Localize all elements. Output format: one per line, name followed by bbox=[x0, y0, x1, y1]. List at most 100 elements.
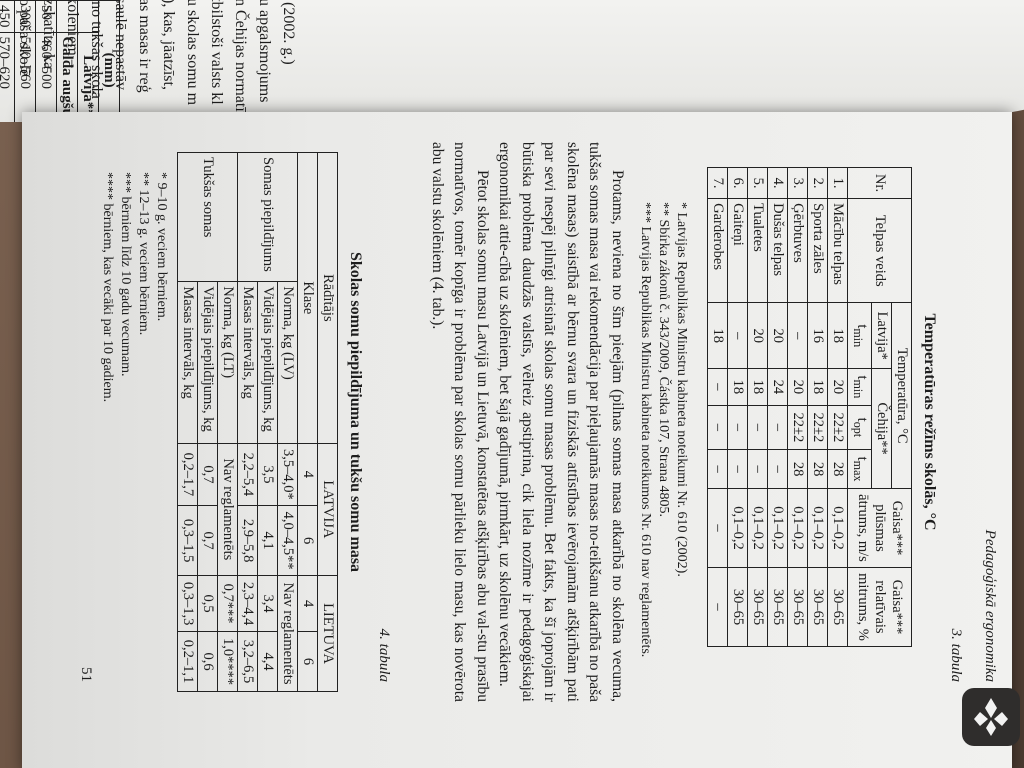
text-line: ctbilstoši valsts kl bbox=[208, 0, 225, 105]
header-cell: Temperatūra, °C bbox=[891, 302, 912, 489]
header-cell: tmax bbox=[847, 449, 872, 489]
paragraph: Protams, neviena no šīm pieejām (pilnas … bbox=[496, 142, 627, 702]
header-cell: Nr. bbox=[847, 167, 912, 199]
cell: 0,7 bbox=[197, 505, 218, 576]
symbol-index: min bbox=[851, 379, 866, 399]
cell: 18 bbox=[707, 302, 728, 369]
cell: 22±2 bbox=[787, 405, 808, 450]
cell: Vidējais piepildījums, kg bbox=[257, 281, 278, 444]
table-label: 3. tabula bbox=[948, 628, 964, 682]
cell: – bbox=[707, 488, 728, 568]
cell: – bbox=[727, 302, 748, 369]
cell: 1. bbox=[827, 167, 848, 199]
cell: 18 bbox=[747, 368, 768, 406]
cell: Norma, kg (LV) bbox=[277, 281, 298, 444]
temperature-table: Nr. Telpas veids Temperatūra, °C Gaisa**… bbox=[707, 167, 912, 647]
group-cell: Tukšas somas bbox=[177, 152, 238, 282]
text-line: un Čehijas normatīvi bbox=[232, 0, 249, 120]
cell: Tualetes bbox=[747, 198, 768, 303]
cell: 20 bbox=[747, 302, 768, 369]
cell: 16 bbox=[807, 302, 828, 369]
cell: 30–65 bbox=[827, 567, 848, 647]
cell: 28 bbox=[827, 449, 848, 489]
cell: 4,0–4,5** bbox=[277, 505, 298, 576]
cell: 0,7*** bbox=[217, 575, 238, 632]
symbol-index: max bbox=[851, 460, 866, 482]
cell: 2,9–5,8 bbox=[237, 505, 258, 576]
running-title: Pedagoģiskā ergonomika bbox=[982, 529, 998, 682]
cell: 22±2 bbox=[807, 405, 828, 450]
text-line: nu skolas somu m bbox=[184, 0, 201, 106]
header-cell: Telpas veids bbox=[847, 198, 912, 303]
footnote: * 9–10 g. veciem bērniem. bbox=[154, 172, 169, 322]
cell: 4. bbox=[767, 167, 788, 199]
cell: 0,1–0,2 bbox=[767, 488, 788, 568]
cell: – bbox=[707, 405, 728, 450]
cell: 28 bbox=[787, 449, 808, 489]
cell: 30–65 bbox=[787, 567, 808, 647]
cell: 0,1–0,2 bbox=[787, 488, 808, 568]
cell: 6. bbox=[727, 167, 748, 199]
header-cell: LATVIJA bbox=[317, 443, 338, 576]
cell: 30–65 bbox=[807, 567, 828, 647]
cell: 3,5–4,0* bbox=[277, 443, 298, 506]
table-label: 4. tabula bbox=[376, 628, 392, 682]
row: 6. Gaiteņi –18– –0,1–0,2 30–65 bbox=[727, 167, 748, 647]
cell: – bbox=[767, 405, 788, 450]
cell: 5. bbox=[747, 167, 768, 199]
cell: 0,5 bbox=[197, 575, 218, 632]
footnote: ** Sbírka zákonů č. 343/2009, Částka 107… bbox=[656, 202, 671, 517]
cell: 3,2–6,5 bbox=[237, 631, 258, 692]
cell: – bbox=[747, 449, 768, 489]
cell: 0,6 bbox=[197, 631, 218, 692]
cell: Norma, kg (LT) bbox=[217, 281, 238, 444]
header-cell: tmin bbox=[847, 368, 872, 406]
cell: 20 bbox=[787, 368, 808, 406]
header-cell: 6 bbox=[297, 631, 318, 692]
cell: 22±2 bbox=[827, 405, 848, 450]
row: 3. Ģērbtuves –20 22±2 28 0,1–0,2 30–65 bbox=[787, 167, 808, 647]
cell: 3. bbox=[787, 167, 808, 199]
cell: Nav reglamentēts bbox=[217, 443, 238, 576]
footnote: * Latvijas Republikas Ministru kabineta … bbox=[674, 202, 689, 577]
header-cell: Latvija* bbox=[871, 302, 892, 369]
header-cell: 6 bbox=[297, 505, 318, 576]
cell: 18 bbox=[827, 302, 848, 369]
cell: Gaiteņi bbox=[727, 198, 748, 303]
header-cell: Klase bbox=[297, 152, 318, 444]
text-line: pu apgalsmojums bbox=[256, 0, 273, 103]
header-cell: Čehija** bbox=[871, 368, 892, 489]
row: 450 570–620 bbox=[0, 0, 15, 122]
watermark-logo bbox=[962, 688, 1020, 746]
cell: 30–65 bbox=[747, 567, 768, 647]
header-cell: 4 bbox=[297, 443, 318, 506]
cell: 3,5 bbox=[257, 443, 278, 506]
cell: 2,3–4,4 bbox=[237, 575, 258, 632]
cell: 20 bbox=[767, 302, 788, 369]
cell: 28 bbox=[807, 449, 828, 489]
text-line: nas masas ir reģ bbox=[136, 0, 153, 93]
cell: 570–620 bbox=[0, 32, 15, 122]
cell: 0,1–0,2 bbox=[827, 488, 848, 568]
group-cell: Somas piepildījums bbox=[237, 152, 298, 282]
cell: Masas intervāls, kg bbox=[177, 281, 198, 444]
cell: 0,2–1,7 bbox=[177, 443, 198, 506]
row: 7. Garderobes 18– – – – – bbox=[707, 167, 728, 647]
cell: Masas intervāls, kg bbox=[237, 281, 258, 444]
cell: Nav reglamentēts bbox=[277, 575, 298, 692]
cell: 0,3–1,3 bbox=[177, 575, 198, 632]
previous-page: 0 (2002. g.) pu apgalsmojums un Čehijas no… bbox=[0, 0, 1024, 122]
row: 4. Dušas telpas 20 24– –0,1–0,2 30–65 bbox=[767, 167, 788, 647]
header-cell: Rādītājs bbox=[317, 152, 338, 444]
cell: 0,1–0,2 bbox=[727, 488, 748, 568]
paragraph: Pētot skolas somu masu Latvijā un Lietuv… bbox=[429, 142, 491, 702]
table-title: Temperatūras režīms skolās, °C bbox=[921, 313, 938, 531]
cell: 2,2–5,4 bbox=[237, 443, 258, 506]
logo-icon bbox=[974, 698, 1008, 736]
cell: 4,1 bbox=[257, 505, 278, 576]
cell: 2. bbox=[807, 167, 828, 199]
header-cell: Gaisa*** relatīvais mitrums, % bbox=[847, 567, 912, 647]
footnotes: * 9–10 g. veciem bērniem. ** 12–13 g. vec… bbox=[98, 172, 170, 592]
fragment-col bbox=[56, 0, 78, 32]
cell: Ģērbtuves bbox=[787, 198, 808, 303]
